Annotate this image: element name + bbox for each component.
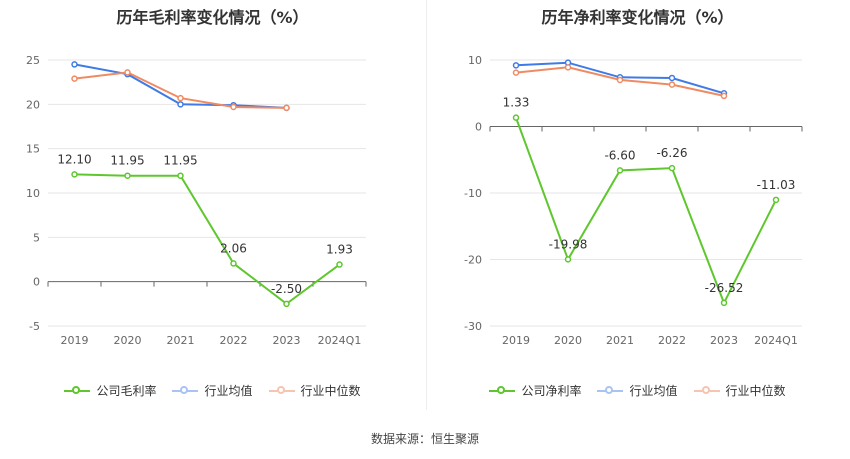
data-label: -2.50 (271, 282, 302, 296)
legend-item-industry-median[interactable]: 行业中位数 (693, 382, 786, 399)
data-label: 1.93 (326, 243, 353, 257)
y-tick-label: 25 (26, 54, 40, 67)
data-point (177, 172, 184, 179)
data-label: 11.95 (110, 154, 144, 168)
chart-title: 历年毛利率变化情况（%） (116, 8, 309, 27)
x-tick-label: 2023 (710, 334, 738, 347)
y-tick-label: 10 (468, 54, 482, 67)
y-tick-label: -5 (29, 320, 40, 333)
data-point (512, 114, 520, 121)
data-label: -6.60 (604, 148, 635, 162)
y-tick-label: 10 (26, 187, 40, 200)
data-point (564, 64, 572, 71)
y-tick-label: -30 (464, 320, 482, 333)
series-line (515, 117, 777, 306)
y-tick-label: 20 (26, 98, 40, 111)
legend-line-icon (268, 385, 295, 397)
chart-legend: 公司毛利率 行业均值 行业中位数 (0, 382, 425, 399)
data-point (71, 61, 78, 68)
data-point (124, 69, 131, 76)
legend-label: 公司净利率 (521, 384, 582, 398)
data-point (668, 164, 676, 172)
data-label: 12.10 (57, 152, 91, 166)
legend-item-industry-mean[interactable]: 行业均值 (597, 382, 678, 399)
data-point (336, 261, 343, 268)
gross-margin-chart: -5 0 5 10 15 20 25 2019 2020 2021 2022 2023 2024Q1 12… (26, 54, 367, 347)
data-label: -11.03 (757, 178, 796, 192)
data-point (772, 196, 780, 204)
data-point (512, 69, 520, 76)
legend-item-company[interactable]: 公司毛利率 (64, 382, 156, 399)
x-tick-label: 2024Q1 (754, 334, 798, 347)
gross-margin-panel: 历年毛利率变化情况（%） -5 0 5 10 15 20 25 2019 2020 2021 202… (0, 0, 425, 420)
data-point (230, 103, 237, 111)
data-label: 1.33 (503, 96, 530, 110)
x-tick-label: 2021 (167, 334, 195, 347)
y-tick-label: 0 (33, 276, 40, 289)
data-label: -6.26 (656, 146, 687, 160)
series-line (74, 173, 341, 306)
x-tick-label: 2019 (502, 334, 530, 347)
data-label: -19.98 (549, 237, 588, 251)
x-tick-label: 2020 (554, 334, 582, 347)
data-point (668, 74, 676, 82)
x-tick-label: 2019 (61, 334, 89, 347)
legend-line-icon (693, 385, 720, 397)
y-tick-label: 0 (475, 121, 482, 134)
legend-line-icon (489, 385, 516, 397)
panel-divider (426, 0, 427, 410)
legend-item-industry-median[interactable]: 行业中位数 (268, 382, 361, 399)
data-source-note: 数据来源：恒生聚源 (370, 432, 479, 446)
data-point (124, 172, 131, 179)
legend-label: 行业均值 (629, 384, 678, 398)
x-tick-label: 2022 (658, 334, 686, 347)
y-tick-label: 15 (26, 143, 40, 156)
legend-label: 行业中位数 (300, 384, 361, 398)
data-point (177, 94, 184, 102)
data-point (230, 260, 237, 267)
data-label: -26.52 (705, 281, 744, 295)
y-tick-label: 5 (33, 231, 40, 244)
legend-label: 行业中位数 (725, 384, 786, 398)
x-tick-label: 2021 (606, 334, 634, 347)
legend-line-icon (64, 385, 91, 397)
legend-line-icon (172, 385, 199, 397)
data-point (616, 76, 624, 84)
legend-label: 行业均值 (204, 384, 253, 398)
data-point (71, 171, 78, 178)
data-point (283, 104, 290, 112)
data-point (668, 81, 676, 88)
data-point (616, 167, 624, 174)
y-tick-label: -20 (464, 254, 482, 267)
data-point (720, 92, 728, 100)
y-tick-label: -10 (464, 187, 482, 200)
x-tick-label: 2024Q1 (318, 334, 362, 347)
data-point (283, 300, 290, 308)
data-point (564, 256, 572, 263)
x-tick-label: 2022 (220, 334, 248, 347)
legend-item-industry-mean[interactable]: 行业均值 (172, 382, 253, 399)
legend-item-company[interactable]: 公司净利率 (489, 382, 581, 399)
data-label: 11.95 (163, 154, 197, 168)
data-point (512, 62, 520, 69)
legend-label: 公司毛利率 (96, 384, 157, 398)
chart-title: 历年净利率变化情况（%） (541, 8, 734, 27)
x-tick-label: 2023 (273, 334, 301, 347)
data-point (71, 75, 78, 82)
data-label: 2.06 (220, 241, 247, 255)
net-margin-chart: -30 -20 -10 0 10 2019 2020 2021 2022 2023 2024Q1 1.… (464, 54, 803, 347)
data-point (720, 299, 728, 307)
data-point (177, 101, 184, 108)
legend-line-icon (597, 385, 624, 397)
chart-legend: 公司净利率 行业均值 行业中位数 (425, 382, 850, 399)
net-margin-panel: 历年净利率变化情况（%） -30 -20 -10 0 10 2019 2020 2021 202… (425, 0, 850, 420)
x-tick-label: 2020 (114, 334, 142, 347)
